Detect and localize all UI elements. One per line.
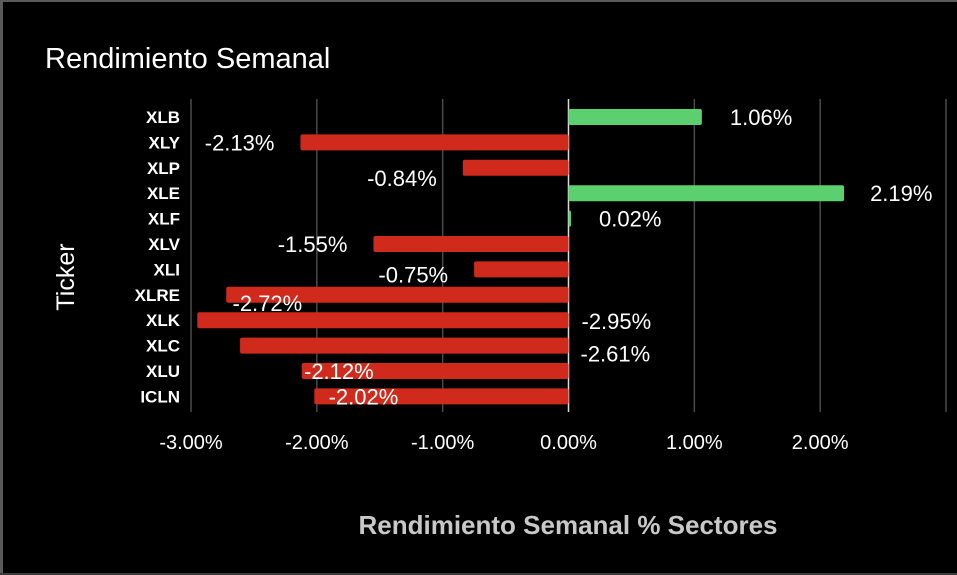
data-label: -1.55%	[278, 232, 348, 257]
x-tick-label: -1.00%	[411, 432, 475, 454]
category-label: XLP	[147, 159, 180, 178]
category-label: XLRE	[135, 286, 180, 305]
bar-xly	[300, 134, 569, 151]
chart-title: Rendimiento Semanal	[45, 43, 330, 75]
category-label: XLI	[154, 260, 180, 279]
data-label: -2.61%	[581, 342, 651, 367]
category-label: XLV	[148, 235, 180, 254]
bar-xlre	[226, 286, 569, 303]
data-label: 0.02%	[599, 207, 661, 232]
bar-xlc	[240, 337, 569, 354]
bar-xli	[474, 261, 569, 278]
data-label: -2.72%	[233, 291, 303, 316]
bars-layer	[197, 109, 845, 405]
bar-xle	[568, 185, 845, 202]
bar-xlb	[568, 109, 702, 125]
category-label: XLK	[146, 311, 181, 330]
x-tick-label: 0.00%	[540, 432, 597, 454]
category-label: XLC	[146, 337, 180, 356]
bar-icln	[314, 388, 569, 405]
data-label: -0.75%	[378, 262, 448, 287]
bar-xlp	[462, 159, 569, 176]
category-labels: XLB XLY XLP XLE XLF XLV XLI XLRE XLK XLC XLU ICLN	[135, 108, 181, 406]
category-label: XLE	[147, 184, 180, 203]
category-label: XLU	[146, 362, 180, 381]
x-axis-title: Rendimiento Semanal % Sectores	[358, 510, 777, 540]
category-label: XLB	[146, 108, 180, 127]
data-label: -0.84%	[367, 166, 437, 191]
data-label: 1.06%	[730, 105, 792, 130]
category-label: ICLN	[140, 387, 180, 406]
x-tick-label: -3.00%	[159, 432, 223, 454]
x-tick-labels: -3.00% -2.00% -1.00% 0.00% 1.00% 2.00%	[159, 432, 848, 454]
category-label: XLY	[148, 133, 180, 152]
bar-xlk	[197, 312, 569, 329]
x-tick-label: 1.00%	[666, 432, 723, 454]
bar-xlu	[301, 363, 569, 379]
chart-svg: Rendimiento Semanal XLBXLYXLPXLEXLFXLVXL…	[45, 43, 947, 540]
bar-xlf	[568, 210, 572, 227]
category-label: XLF	[148, 210, 180, 229]
data-label: -2.12%	[304, 359, 374, 384]
bar-xlv	[373, 236, 569, 252]
x-tick-label: 2.00%	[792, 432, 849, 454]
data-label: -2.13%	[205, 130, 275, 155]
x-tick-label: -2.00%	[285, 432, 349, 454]
data-label: -2.02%	[329, 384, 399, 409]
data-labels: 1.06% -2.13% -0.84% 2.19% 0.02% -1.55% -0.75% -…	[205, 105, 933, 409]
y-axis-title: Ticker	[52, 243, 80, 310]
data-label: 2.19%	[870, 181, 932, 206]
data-label: -2.95%	[582, 309, 652, 334]
grid-layer	[190, 99, 947, 412]
